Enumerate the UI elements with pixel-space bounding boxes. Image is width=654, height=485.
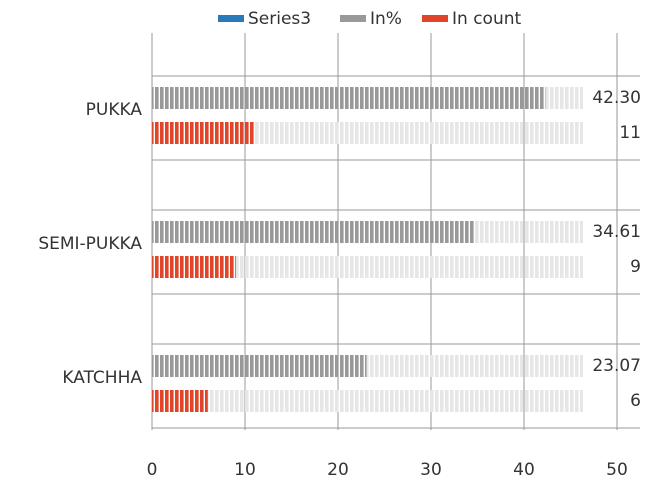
y-tick-label: PUKKA	[86, 100, 143, 120]
bar	[152, 256, 236, 278]
x-tick-label: 20	[327, 460, 349, 480]
legend-label: In count	[452, 9, 521, 29]
legend-swatch	[422, 15, 448, 22]
value-label: 6	[630, 391, 641, 411]
x-tick-label: 0	[147, 460, 158, 480]
x-tick-label: 30	[420, 460, 442, 480]
legend-swatch	[340, 15, 366, 22]
bar	[152, 221, 474, 243]
x-tick-label: 10	[234, 460, 256, 480]
legend-label: In%	[370, 9, 402, 29]
x-tick-label: 50	[606, 460, 628, 480]
value-label: 11	[619, 123, 641, 143]
bar	[152, 355, 367, 377]
bar-track	[152, 256, 583, 278]
y-tick-label: KATCHHA	[62, 368, 142, 388]
value-label: 9	[630, 257, 641, 277]
value-label: 34.61	[592, 222, 641, 242]
bar	[152, 87, 546, 109]
legend-swatch	[218, 15, 244, 22]
value-label: 42.30	[592, 88, 641, 108]
y-tick-label: SEMI-PUKKA	[38, 234, 142, 254]
x-tick-label: 40	[513, 460, 535, 480]
bar	[152, 122, 255, 144]
legend-label: Series3	[248, 9, 311, 29]
value-label: 23.07	[592, 356, 641, 376]
bar-track	[152, 390, 583, 412]
bar-track	[152, 122, 583, 144]
bar	[152, 390, 208, 412]
